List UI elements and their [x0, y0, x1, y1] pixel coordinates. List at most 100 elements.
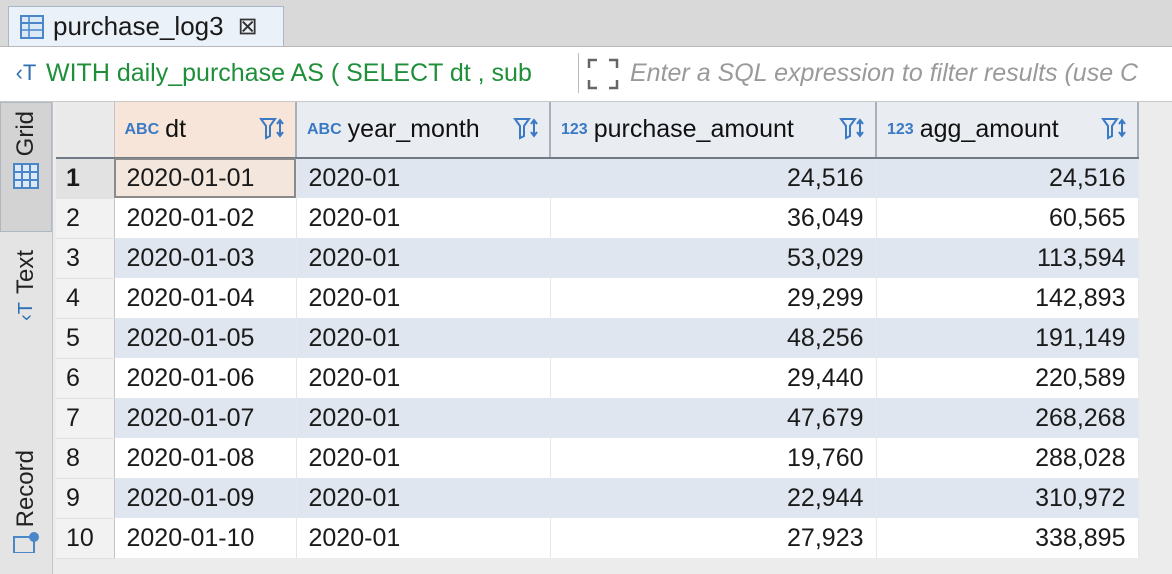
cell-purchase-amount[interactable]: 36,049: [550, 198, 877, 238]
table-row[interactable]: 5 2020-01-05 2020-01 48,256 191,149: [56, 318, 1139, 359]
cell-purchase-amount[interactable]: 48,256: [550, 318, 877, 358]
table-icon: [20, 14, 44, 39]
cell-purchase-amount[interactable]: 27,923: [550, 518, 877, 558]
row-number[interactable]: 1: [56, 158, 115, 199]
results-grid: ABC dt ABC year_month 123 purchase_amoun…: [56, 102, 1139, 559]
cell-dt[interactable]: 2020-01-02: [114, 198, 297, 238]
sql-query-display[interactable]: ‹T WITH daily_purchase AS ( SELECT dt , …: [6, 53, 574, 93]
text-icon: ‹T: [14, 302, 37, 321]
cell-year-month[interactable]: 2020-01: [296, 518, 551, 558]
toolbar-icon: [1128, 0, 1164, 6]
tab-title: purchase_log3: [53, 11, 224, 41]
column-header-agg-amount[interactable]: 123 agg_amount: [876, 102, 1139, 159]
row-number[interactable]: 7: [56, 398, 115, 439]
cell-year-month[interactable]: 2020-01: [296, 238, 551, 278]
cell-dt[interactable]: 2020-01-06: [114, 358, 297, 398]
cell-purchase-amount[interactable]: 22,944: [550, 478, 877, 518]
cell-year-month[interactable]: 2020-01: [296, 438, 551, 478]
cell-agg-amount[interactable]: 310,972: [876, 478, 1139, 518]
column-header-purchase-amount[interactable]: 123 purchase_amount: [550, 102, 877, 159]
cell-dt[interactable]: 2020-01-03: [114, 238, 297, 278]
cell-agg-amount[interactable]: 60,565: [876, 198, 1139, 238]
cell-purchase-amount[interactable]: 24,516: [550, 158, 877, 198]
cell-agg-amount[interactable]: 113,594: [876, 238, 1139, 278]
column-header-dt[interactable]: ABC dt: [114, 102, 297, 159]
filter-sort-icon[interactable]: [259, 116, 285, 142]
cell-purchase-amount[interactable]: 29,440: [550, 358, 877, 398]
cell-year-month[interactable]: 2020-01: [296, 158, 551, 198]
divider: [578, 53, 579, 93]
column-name: purchase_amount: [593, 115, 794, 143]
cell-agg-amount[interactable]: 338,895: [876, 518, 1139, 558]
numeric-type-icon: 123: [561, 120, 588, 138]
side-tab-record-label: Record: [12, 450, 39, 528]
cell-agg-amount[interactable]: 191,149: [876, 318, 1139, 358]
side-tab-text-label: Text: [12, 250, 39, 295]
table-row[interactable]: 10 2020-01-10 2020-01 27,923 338,895: [56, 518, 1139, 559]
cell-agg-amount[interactable]: 142,893: [876, 278, 1139, 318]
filter-sort-icon[interactable]: [513, 116, 539, 142]
cell-dt[interactable]: 2020-01-04: [114, 278, 297, 318]
side-tab-grid-label: Grid: [12, 111, 39, 157]
grid-icon: [13, 163, 39, 190]
cell-purchase-amount[interactable]: 29,299: [550, 278, 877, 318]
cell-purchase-amount[interactable]: 53,029: [550, 238, 877, 278]
cell-agg-amount[interactable]: 288,028: [876, 438, 1139, 478]
row-number[interactable]: 3: [56, 238, 115, 279]
column-name: year_month: [347, 115, 480, 143]
editor-tab-bar: purchase_log3 ⊠: [0, 0, 1172, 47]
row-number[interactable]: 2: [56, 198, 115, 239]
side-tab-grid[interactable]: Grid: [0, 102, 52, 232]
column-header-year-month[interactable]: ABC year_month: [296, 102, 551, 159]
filter-expression-input[interactable]: [630, 55, 1172, 91]
cell-year-month[interactable]: 2020-01: [296, 278, 551, 318]
cell-agg-amount[interactable]: 24,516: [876, 158, 1139, 198]
table-row[interactable]: 3 2020-01-03 2020-01 53,029 113,594: [56, 238, 1139, 279]
cell-agg-amount[interactable]: 268,268: [876, 398, 1139, 438]
table-row[interactable]: 7 2020-01-07 2020-01 47,679 268,268: [56, 398, 1139, 439]
cell-year-month[interactable]: 2020-01: [296, 318, 551, 358]
header-row: ABC dt ABC year_month 123 purchase_amoun…: [56, 102, 1139, 159]
cell-dt[interactable]: 2020-01-07: [114, 398, 297, 438]
cell-dt[interactable]: 2020-01-05: [114, 318, 297, 358]
row-number[interactable]: 10: [56, 518, 115, 559]
cell-year-month[interactable]: 2020-01: [296, 358, 551, 398]
text-type-icon: ABC: [124, 120, 160, 138]
column-name: dt: [165, 115, 187, 143]
sql-text-icon: ‹T: [15, 60, 37, 85]
row-number[interactable]: 4: [56, 278, 115, 319]
tab-purchase-log3[interactable]: purchase_log3 ⊠: [8, 6, 284, 46]
close-icon[interactable]: ⊠: [237, 13, 258, 40]
cell-year-month[interactable]: 2020-01: [296, 398, 551, 438]
row-number[interactable]: 6: [56, 358, 115, 399]
side-tab-record[interactable]: Record: [0, 450, 52, 574]
result-view-switcher: Grid Text ‹T Record: [0, 102, 53, 574]
table-row[interactable]: 8 2020-01-08 2020-01 19,760 288,028: [56, 438, 1139, 479]
table-row[interactable]: 6 2020-01-06 2020-01 29,440 220,589: [56, 358, 1139, 399]
sql-query-text: WITH daily_purchase AS ( SELECT dt , sub: [46, 58, 532, 87]
cell-dt[interactable]: 2020-01-09: [114, 478, 297, 518]
table-row[interactable]: 1 2020-01-01 2020-01 24,516 24,516: [56, 158, 1139, 199]
cell-purchase-amount[interactable]: 47,679: [550, 398, 877, 438]
filter-sort-icon[interactable]: [1101, 116, 1127, 142]
table-row[interactable]: 4 2020-01-04 2020-01 29,299 142,893: [56, 278, 1139, 319]
cell-year-month[interactable]: 2020-01: [296, 478, 551, 518]
column-name: agg_amount: [919, 115, 1059, 143]
cell-dt[interactable]: 2020-01-08: [114, 438, 297, 478]
filter-bar: ‹T WITH daily_purchase AS ( SELECT dt , …: [0, 47, 1172, 102]
row-number[interactable]: 9: [56, 478, 115, 519]
cell-dt[interactable]: 2020-01-10: [114, 518, 297, 558]
filter-sort-icon[interactable]: [839, 116, 865, 142]
row-number[interactable]: 8: [56, 438, 115, 479]
table-row[interactable]: 9 2020-01-09 2020-01 22,944 310,972: [56, 478, 1139, 519]
record-icon: [13, 532, 39, 554]
side-tab-text[interactable]: Text ‹T: [0, 250, 52, 350]
expand-icon[interactable]: [586, 57, 620, 91]
cell-purchase-amount[interactable]: 19,760: [550, 438, 877, 478]
grid-body: 1 2020-01-01 2020-01 24,516 24,516 2 2020-01-0…: [56, 158, 1139, 559]
cell-dt[interactable]: 2020-01-01: [114, 158, 297, 198]
table-row[interactable]: 2 2020-01-02 2020-01 36,049 60,565: [56, 198, 1139, 239]
cell-agg-amount[interactable]: 220,589: [876, 358, 1139, 398]
row-number[interactable]: 5: [56, 318, 115, 359]
cell-year-month[interactable]: 2020-01: [296, 198, 551, 238]
